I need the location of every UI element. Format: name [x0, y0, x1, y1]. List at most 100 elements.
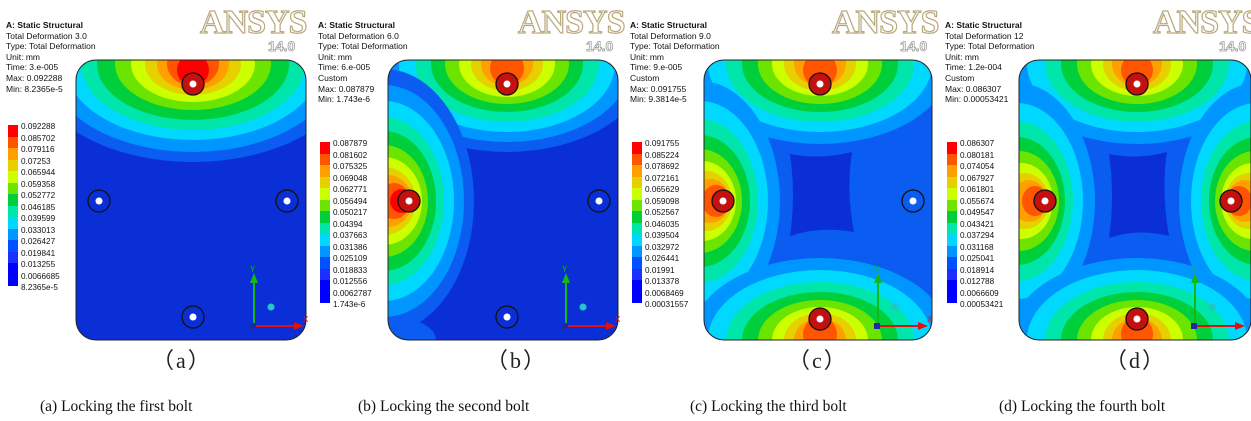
result-info: A: Static Structural Total Deformation 6…: [318, 20, 408, 105]
bolt-hole-top: [1125, 72, 1149, 96]
legend-value: 0.046185: [21, 202, 56, 212]
panel-caption: (a) Locking the first bolt: [40, 398, 193, 415]
legend-value: 0.091755: [645, 139, 680, 148]
info-line: Unit: mm: [945, 51, 979, 62]
legend-value: 8.2365e-5: [21, 283, 58, 292]
info-line: Type: Total Deformation: [318, 41, 408, 52]
bolt-hole-top: [495, 72, 519, 96]
legend-value: 0.037663: [333, 231, 368, 240]
ansys-version: 14.0: [1219, 38, 1247, 55]
bolt-hole-left: [87, 189, 111, 213]
info-line: Custom: [945, 72, 975, 83]
bolt-hole-right: [901, 189, 925, 213]
legend-value: 0.039599: [21, 214, 56, 223]
legend-value: 0.079116: [21, 145, 55, 154]
legend-value: 0.037294: [960, 231, 995, 240]
panel-a: Y X A: Static Structural Total Deformati…: [0, 0, 312, 421]
info-line: Custom: [318, 72, 348, 83]
legend-value: 0.0062787: [333, 288, 372, 298]
info-line: Type: Total Deformation: [945, 41, 1035, 52]
panel-sublabel: （c）: [788, 348, 848, 373]
legend-value: 0.056494: [333, 196, 368, 206]
legend-value: 0.033013: [21, 225, 56, 235]
analysis-title: A: Static Structural: [318, 20, 395, 30]
legend-value: 0.074054: [960, 162, 995, 171]
info-line: Min: 9.3814e-5: [630, 94, 687, 105]
legend-value: 0.0066609: [960, 288, 999, 298]
legend-labels: 0.092288 0.085702 0.079116 0.07253 0.065…: [21, 121, 60, 294]
contour-plot-c: Y X: [703, 59, 933, 341]
contour-plot-a: Y X: [75, 59, 309, 341]
contour-plot-b: Y X: [387, 59, 621, 341]
svg-text:Y: Y: [562, 265, 568, 274]
legend-value: 0.039504: [645, 231, 680, 240]
bolt-hole-left: [1033, 189, 1057, 213]
legend-value: 0.080181: [960, 150, 995, 160]
bolt-hole-top: [808, 72, 832, 96]
coordinate-triad: Y: [1191, 265, 1245, 330]
legend-value: 0.052567: [645, 208, 680, 217]
legend-value: 0.069048: [333, 173, 368, 183]
legend-value: 0.049547: [960, 208, 995, 217]
coordinate-triad: Y X: [874, 265, 933, 330]
info-line: Total Deformation 9.0: [630, 30, 711, 41]
legend-value: 0.065944: [21, 168, 56, 177]
panel-sublabel: （b）: [486, 348, 548, 373]
svg-text:Y: Y: [874, 265, 880, 274]
legend-value: 0.026441: [645, 254, 680, 263]
info-line: Time: 1.2e-004: [945, 62, 1002, 73]
info-line: Unit: mm: [630, 51, 664, 62]
bolt-hole-bottom: [495, 305, 519, 329]
ansys-logo: ANSYS: [517, 4, 626, 41]
info-line: Max: 0.086307: [945, 83, 1002, 94]
legend-value: 1.743e-6: [333, 300, 366, 309]
info-line: Time: 6.e-005: [318, 62, 371, 73]
info-line: Max: 0.087879: [318, 83, 375, 94]
legend-color-bar: [947, 142, 957, 303]
panel-caption: (c) Locking the third bolt: [690, 398, 847, 415]
ansys-version: 14.0: [268, 38, 296, 55]
legend-value: 0.052772: [21, 191, 56, 200]
legend-value: 0.072161: [645, 173, 680, 183]
analysis-title: A: Static Structural: [945, 20, 1022, 30]
legend-value: 0.00053421: [960, 300, 1004, 309]
legend-value: 0.07253: [21, 156, 51, 166]
panel-caption: (b) Locking the second bolt: [358, 398, 530, 415]
bolt-hole-right: [275, 189, 299, 213]
ansys-version: 14.0: [900, 38, 928, 55]
legend-value: 0.012556: [333, 277, 368, 286]
legend-value: 0.01991: [645, 265, 675, 275]
legend-value: 0.075325: [333, 162, 368, 171]
info-line: Total Deformation 12: [945, 30, 1024, 41]
legend-value: 0.081602: [333, 150, 368, 160]
info-line: Min: 1.743e-6: [318, 94, 370, 105]
legend-labels: 0.086307 0.080181 0.074054 0.067927 0.06…: [960, 138, 1003, 311]
info-line: Time: 9.e-005: [630, 62, 683, 73]
panel-b: Y X A: Static Structural Total Deformati…: [312, 0, 626, 421]
bolt-hole-top: [181, 72, 205, 96]
legend-value: 0.059358: [21, 179, 56, 189]
legend-value: 0.062771: [333, 185, 368, 194]
legend-value: 0.085224: [645, 150, 680, 160]
legend-value: 0.031168: [960, 242, 994, 252]
info-line: Type: Total Deformation: [6, 41, 96, 52]
bolt-hole-right: [1219, 189, 1243, 213]
info-line: Total Deformation 6.0: [318, 30, 399, 41]
legend-value: 0.00031557: [645, 300, 689, 309]
legend-color-bar: [632, 142, 642, 303]
coordinate-triad: Y X: [250, 265, 309, 330]
ansys-logo: ANSYS: [1152, 4, 1251, 41]
panel-sublabel: （a）: [152, 348, 212, 373]
legend-value: 0.065629: [645, 185, 680, 194]
legend-value: 0.025041: [960, 254, 995, 263]
result-info: A: Static Structural Total Deformation 3…: [6, 20, 96, 94]
ansys-logo: ANSYS: [199, 4, 308, 41]
ansys-logo: ANSYS: [831, 4, 940, 41]
coordinate-triad: Y X: [562, 265, 621, 330]
bolt-hole-bottom: [808, 307, 832, 331]
legend-value: 0.0068469: [645, 288, 684, 298]
legend-value: 0.087879: [333, 139, 368, 148]
legend-value: 0.046035: [645, 219, 680, 229]
legend-value: 0.085702: [21, 133, 56, 143]
legend-value: 0.019841: [21, 248, 56, 258]
